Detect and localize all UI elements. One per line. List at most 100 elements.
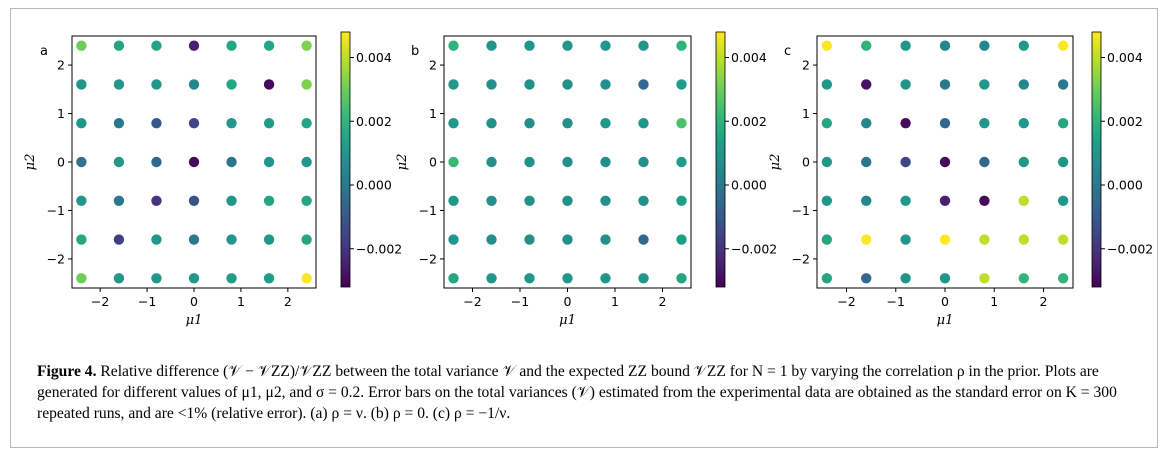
data-point: [486, 195, 497, 206]
data-point: [301, 234, 312, 245]
data-point: [638, 79, 649, 90]
data-point: [301, 118, 312, 129]
data-point: [76, 195, 87, 206]
data-point: [939, 195, 951, 206]
data-point: [486, 40, 497, 51]
data-point: [900, 79, 911, 90]
colorbar-frame: [340, 31, 351, 288]
data-point: [900, 273, 911, 284]
data-point: [1018, 273, 1029, 284]
data-point: [562, 40, 573, 51]
data-point: [263, 234, 275, 245]
x-tick-label: 1: [237, 294, 245, 309]
data-point: [939, 79, 951, 90]
data-point: [151, 195, 162, 206]
y-tick-label: 0: [429, 155, 437, 170]
data-point: [638, 195, 649, 206]
data-point: [821, 118, 833, 129]
data-point: [448, 156, 459, 168]
data-point: [486, 156, 497, 168]
data-point: [979, 118, 990, 129]
data-point: [861, 234, 872, 245]
data-point: [524, 195, 535, 206]
data-point: [188, 195, 200, 206]
colorbar-tick-label: 0.004: [731, 50, 767, 65]
data-point: [301, 40, 312, 51]
panel-c: c −2 −1 0 1 2 −2 −1 0 1 2 μ1 μ2 0.004 0.002 0.000 −0.002: [768, 31, 1153, 328]
y-tick-label: −2: [419, 251, 437, 266]
data-point: [113, 79, 125, 90]
data-point: [263, 118, 275, 129]
data-point: [113, 118, 125, 129]
data-point: [900, 40, 911, 51]
colorbar-frame: [1091, 31, 1102, 288]
data-point: [979, 195, 990, 206]
data-point: [448, 79, 459, 90]
y-axis-label: μ2: [395, 154, 410, 171]
colorbar: [716, 32, 725, 287]
data-point: [1018, 118, 1029, 129]
data-point: [821, 195, 833, 206]
data-point: [979, 234, 990, 245]
data-point: [1018, 195, 1029, 206]
data-point: [113, 40, 125, 51]
data-point: [226, 79, 237, 90]
x-tick-label: −1: [511, 294, 529, 309]
data-point: [562, 118, 573, 129]
figure-number: Figure 4.: [37, 363, 97, 380]
y-tick-label: −1: [419, 203, 437, 218]
data-point: [188, 40, 200, 51]
figure-panels: a −2 −1 0 1 2 −2 −1 0 1 2 μ1 μ2 0.004 0.002 0.000 −0.002…: [23, 31, 1153, 328]
data-point: [1018, 234, 1029, 245]
x-tick-label: −1: [887, 294, 905, 309]
data-point: [263, 273, 275, 284]
data-point: [638, 273, 649, 284]
data-point: [979, 273, 990, 284]
data-point: [1057, 156, 1069, 168]
y-tick-label: 2: [802, 58, 810, 73]
data-point: [448, 195, 459, 206]
data-point: [301, 273, 312, 284]
x-tick-label: 1: [990, 294, 998, 309]
data-point: [301, 156, 312, 168]
colorbar-tick-label: 0.000: [731, 178, 767, 193]
data-point: [939, 40, 951, 51]
data-point: [151, 118, 162, 129]
data-point: [676, 118, 687, 129]
data-point: [638, 156, 649, 168]
x-tick-label: 2: [659, 294, 667, 309]
x-tick-label: 2: [1039, 294, 1047, 309]
colorbar-tick-label: 0.002: [731, 114, 767, 129]
data-point: [226, 118, 237, 129]
data-point: [486, 234, 497, 245]
data-point: [188, 273, 200, 284]
data-point: [76, 156, 87, 168]
data-point: [1018, 79, 1029, 90]
figure-caption: Figure 4. Relative difference (𝒱 − 𝒱ZZ)/…: [37, 361, 1157, 424]
x-tick-label: −1: [138, 294, 156, 309]
data-point: [448, 118, 459, 129]
data-point: [861, 273, 872, 284]
colorbar-tick-label: 0.002: [1107, 114, 1143, 129]
data-point: [821, 234, 833, 245]
y-tick-label: −2: [47, 251, 65, 266]
data-point: [188, 234, 200, 245]
data-point: [600, 40, 611, 51]
data-point: [821, 40, 833, 51]
data-point: [226, 195, 237, 206]
data-point: [979, 79, 990, 90]
data-point: [524, 234, 535, 245]
y-tick-label: 2: [429, 58, 437, 73]
data-point: [524, 79, 535, 90]
x-tick-label: 1: [611, 294, 619, 309]
y-tick-label: 2: [57, 58, 65, 73]
colorbar-tick-label: −0.002: [731, 241, 777, 256]
data-point: [600, 273, 611, 284]
data-point: [861, 156, 872, 168]
data-point: [486, 79, 497, 90]
data-point: [562, 273, 573, 284]
data-point: [76, 118, 87, 129]
data-point: [151, 273, 162, 284]
data-point: [600, 156, 611, 168]
y-axis-label: μ2: [23, 154, 38, 171]
